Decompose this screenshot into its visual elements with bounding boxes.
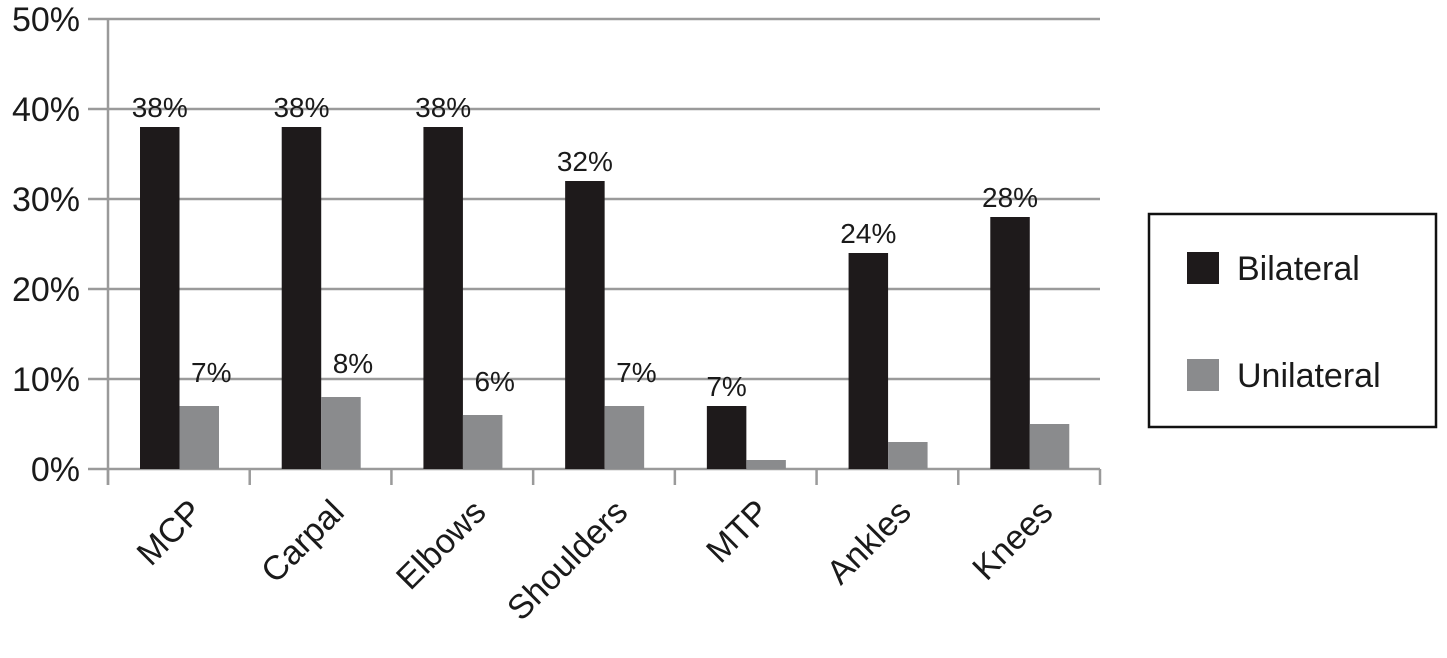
bar-unilateral-carpal <box>321 397 361 469</box>
data-label: 24% <box>840 218 896 249</box>
data-label: 28% <box>982 182 1038 213</box>
data-label: 38% <box>415 92 471 123</box>
data-label: 6% <box>474 366 514 397</box>
legend-swatch-bilateral <box>1187 252 1219 284</box>
data-label: 38% <box>132 92 188 123</box>
bar-bilateral-carpal <box>281 127 322 469</box>
data-label: 8% <box>333 348 373 379</box>
bar-unilateral-mcp <box>179 406 219 469</box>
x-tick-label: MCP <box>130 493 210 573</box>
x-tick-label: Knees <box>965 493 1060 588</box>
y-tick-label: 20% <box>12 271 80 309</box>
x-tick-label: Ankles <box>820 493 919 592</box>
legend-swatch-unilateral <box>1187 359 1219 391</box>
legend-label: Bilateral <box>1237 250 1360 288</box>
bar-bilateral-shoulders <box>565 181 605 469</box>
bar-unilateral-mtp <box>746 460 786 469</box>
y-tick-label: 10% <box>12 361 80 399</box>
bar-bilateral-knees <box>990 217 1030 469</box>
y-tick-label: 50% <box>12 1 80 39</box>
data-label: 7% <box>191 357 231 388</box>
bar-unilateral-ankles <box>888 442 928 469</box>
bar-unilateral-shoulders <box>604 406 645 469</box>
x-tick-label: Carpal <box>254 493 352 591</box>
legend-label: Unilateral <box>1237 357 1381 395</box>
bar-bilateral-mtp <box>706 406 747 469</box>
bar-bilateral-ankles <box>848 253 889 469</box>
data-label: 7% <box>706 371 746 402</box>
x-tick-label: Shoulders <box>500 493 635 628</box>
data-label: 38% <box>273 92 329 123</box>
legend-box <box>1147 212 1438 429</box>
data-label: 7% <box>616 357 656 388</box>
y-tick-label: 0% <box>31 451 80 489</box>
x-tick-label: MTP <box>699 493 777 571</box>
bar-bilateral-elbows <box>423 127 463 469</box>
bar-bilateral-mcp <box>140 127 180 469</box>
y-tick-label: 40% <box>12 91 80 129</box>
bar-unilateral-knees <box>1029 424 1070 469</box>
bar-unilateral-elbows <box>462 415 503 469</box>
y-tick-label: 30% <box>12 181 80 219</box>
legend: Bilateral Unilateral <box>1147 212 1438 429</box>
data-label: 32% <box>557 146 613 177</box>
x-tick-label: Elbows <box>389 493 493 597</box>
